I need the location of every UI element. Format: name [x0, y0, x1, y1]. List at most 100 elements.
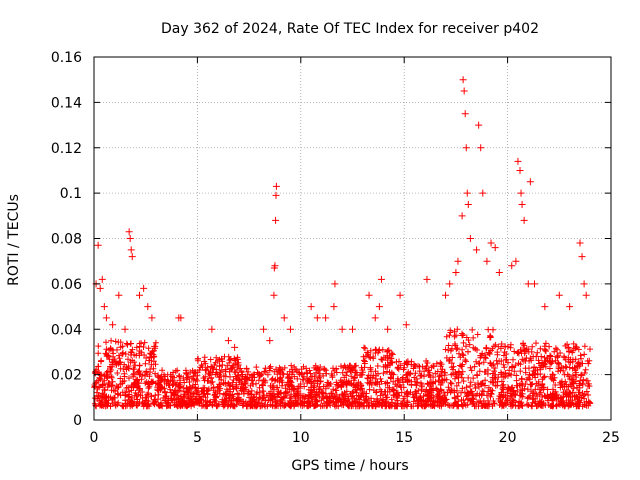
data-point [313, 314, 321, 322]
data-point [121, 325, 129, 333]
data-point [442, 291, 450, 299]
y-tick-label: 0.04 [51, 322, 82, 338]
x-tick-label: 15 [395, 430, 413, 446]
data-point [518, 200, 526, 208]
data-point [454, 257, 462, 265]
data-point [477, 144, 485, 152]
y-tick-label: 0.06 [51, 277, 82, 293]
data-point [526, 178, 534, 186]
data-point [128, 253, 136, 261]
data-point [307, 303, 315, 311]
data-point [396, 291, 404, 299]
data-point [272, 191, 280, 199]
data-point [576, 239, 584, 247]
data-point [516, 166, 524, 174]
x-tick-label: 20 [499, 430, 517, 446]
data-point [479, 189, 487, 197]
data-point [349, 325, 356, 333]
data-point [96, 284, 104, 292]
data-point [512, 257, 520, 265]
data-point [514, 157, 522, 165]
data-point [384, 325, 392, 333]
data-point [541, 303, 549, 311]
data-point [524, 280, 532, 288]
data-point [98, 275, 106, 283]
data-point [475, 121, 483, 129]
data-point [473, 246, 481, 254]
data-point [125, 228, 133, 236]
data-point [135, 291, 143, 299]
x-tick-label: 10 [292, 430, 310, 446]
data-point [365, 291, 373, 299]
data-point [460, 87, 468, 95]
chart-title: Day 362 of 2024, Rate Of TEC Index for r… [161, 21, 539, 37]
data-point [286, 325, 294, 333]
data-point [266, 337, 274, 345]
data-point [280, 314, 288, 322]
data-point [462, 144, 470, 152]
data-point [377, 275, 385, 283]
data-point [330, 303, 338, 311]
data-point [94, 241, 102, 249]
data-point [458, 212, 466, 220]
data-point [375, 303, 383, 311]
y-axis-label: ROTI / TECUs [6, 194, 22, 286]
data-point [177, 314, 185, 322]
data-point [272, 216, 280, 224]
data-point [580, 280, 588, 288]
data-point [461, 110, 469, 118]
axis-ticks: 0 5 10 15 20 25 0 0.02 0.04 0.06 0.08 0.1 0.12 0.14 0.… [51, 50, 620, 446]
data-point [520, 216, 528, 224]
dense-observation-band [91, 326, 594, 410]
data-point [208, 325, 216, 333]
data-point [231, 343, 239, 351]
data-points [91, 76, 594, 410]
y-tick-label: 0.02 [51, 368, 82, 384]
data-point [272, 182, 280, 190]
data-point [487, 239, 495, 247]
data-point [115, 291, 123, 299]
data-point [371, 314, 379, 322]
data-point [491, 244, 499, 252]
data-point [446, 280, 454, 288]
data-point [466, 235, 474, 242]
data-point [322, 314, 330, 322]
data-point [144, 303, 152, 311]
data-point [100, 303, 108, 311]
data-point [260, 325, 268, 333]
y-tick-label: 0 [73, 413, 82, 429]
data-point [271, 262, 279, 270]
x-tick-label: 0 [90, 430, 99, 446]
data-point [530, 280, 538, 288]
data-point [517, 189, 525, 197]
data-point [331, 280, 339, 288]
y-tick-label: 0.12 [51, 141, 82, 157]
data-point [508, 262, 516, 270]
x-tick-label: 5 [193, 430, 202, 446]
data-point [452, 269, 460, 277]
y-tick-label: 0.08 [51, 232, 82, 248]
data-point [423, 275, 431, 283]
data-point [224, 337, 232, 345]
y-tick-label: 0.16 [51, 50, 82, 66]
data-point [495, 269, 503, 277]
data-point [483, 257, 491, 265]
data-point [148, 314, 156, 322]
data-point [578, 253, 586, 261]
y-tick-label: 0.14 [51, 95, 82, 111]
data-point [102, 314, 110, 322]
data-point [140, 284, 148, 292]
data-point [109, 321, 117, 329]
y-tick-label: 0.1 [60, 186, 82, 202]
data-point [582, 291, 590, 299]
data-point [270, 291, 278, 299]
data-point [555, 291, 563, 299]
data-point [126, 235, 134, 242]
data-point [566, 303, 574, 311]
data-point [463, 189, 471, 197]
data-point [338, 325, 346, 333]
data-point [459, 76, 467, 84]
data-point [402, 321, 410, 329]
data-point [127, 246, 135, 254]
